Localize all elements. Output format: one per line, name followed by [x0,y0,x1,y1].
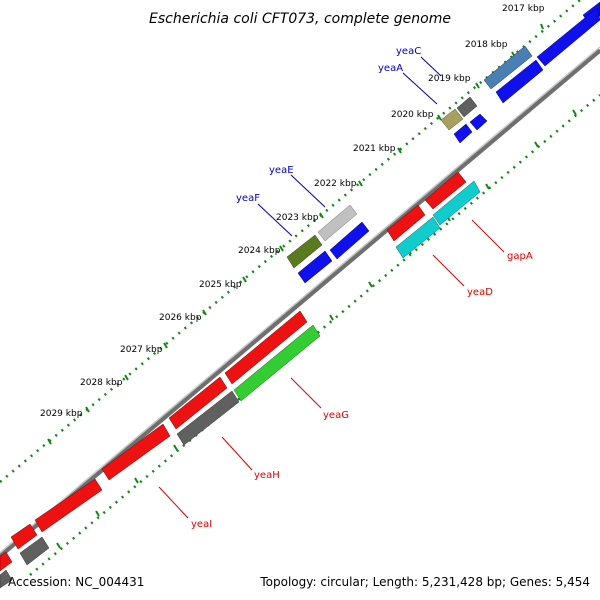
genome-summary: Topology: circular; Length: 5,231,428 bp… [259,575,590,589]
gene-gapA-cyan[interactable] [432,180,481,226]
gene-yeaG-green[interactable] [233,324,321,402]
gene-label-yeaF[interactable]: yeaF [236,193,260,204]
gene-forward-small-1[interactable] [453,123,473,144]
gene-label-yeaD[interactable]: yeaD [467,287,493,298]
gene-yeaD-cyan[interactable] [395,216,441,259]
gene-forward-2017[interactable] [536,7,600,67]
genome-backbone [0,48,600,560]
leader-lines-reverse [158,219,505,519]
gene-reverse-3[interactable] [101,423,171,481]
gene-reverse-gapA-1[interactable] [424,171,467,210]
accession-label: Accession: NC_004431 [8,575,144,589]
gene-grey-edge[interactable] [0,569,13,589]
leader-lines-forward [257,56,442,237]
ruler-label-2017: 2017 kbp [502,4,545,14]
outer-ruler-arc [0,0,581,483]
gene-reverse-edge[interactable] [0,551,13,572]
gene-forward-2022[interactable] [329,221,370,260]
gene-yeaE-lightgrey[interactable] [317,204,358,242]
genome-backbone-highlight [0,46,600,554]
ruler-label-2019: 2019 kbp [428,74,471,84]
gene-forward-2024[interactable] [297,250,333,284]
reverse-strand [0,171,481,589]
map-title: Escherichia coli CFT073, complete genome [149,11,451,27]
gene-yeaA-grey[interactable] [456,96,478,118]
gene-forward-2018[interactable] [495,59,544,104]
gene-reverse-yeaD[interactable] [386,204,426,242]
gene-forward-small-2[interactable] [469,113,488,131]
gene-label-yeaE[interactable]: yeaE [269,165,294,176]
gene-yeaC-steelblue[interactable] [483,45,533,90]
gene-reverse-small[interactable] [10,523,38,550]
forward-strand [286,1,600,284]
gene-label-yeaC[interactable]: yeaC [396,46,421,57]
ruler-label-2029: 2029 kbp [40,409,83,419]
ruler-label-2025: 2025 kbp [199,280,242,290]
gene-yeaF-olivegreen[interactable] [286,234,323,269]
ruler-label-2022: 2022 kbp [314,179,357,189]
ruler-label-2018: 2018 kbp [465,40,508,50]
ruler-label-2024: 2024 kbp [238,246,281,256]
inner-ruler-ticks [56,109,577,549]
gene-yeaI-red[interactable] [34,478,103,533]
gene-label-yeaG[interactable]: yeaG [323,410,349,421]
gene-reverse-2[interactable] [168,376,228,430]
gene-olive[interactable] [440,108,464,131]
gene-label-yeaA[interactable]: yeaA [378,63,403,74]
ruler-label-2027: 2027 kbp [120,345,163,355]
gene-yeaH-grey[interactable] [176,390,240,446]
gene-label-yeaH[interactable]: yeaH [254,470,280,481]
outer-ruler-ticks [47,23,544,445]
gene-grey-bottom[interactable] [19,536,50,566]
gene-reverse-long-1[interactable] [224,310,308,385]
ruler-label-2028: 2028 kbp [80,378,123,388]
gene-label-gapA[interactable]: gapA [507,251,533,262]
ruler-label-2026: 2026 kbp [159,313,202,323]
gene-label-yeaI[interactable]: yeaI [191,519,212,530]
ruler-label-2020: 2020 kbp [391,110,434,120]
ruler-label-2021: 2021 kbp [353,144,396,154]
ruler-label-2023: 2023 kbp [276,213,319,223]
